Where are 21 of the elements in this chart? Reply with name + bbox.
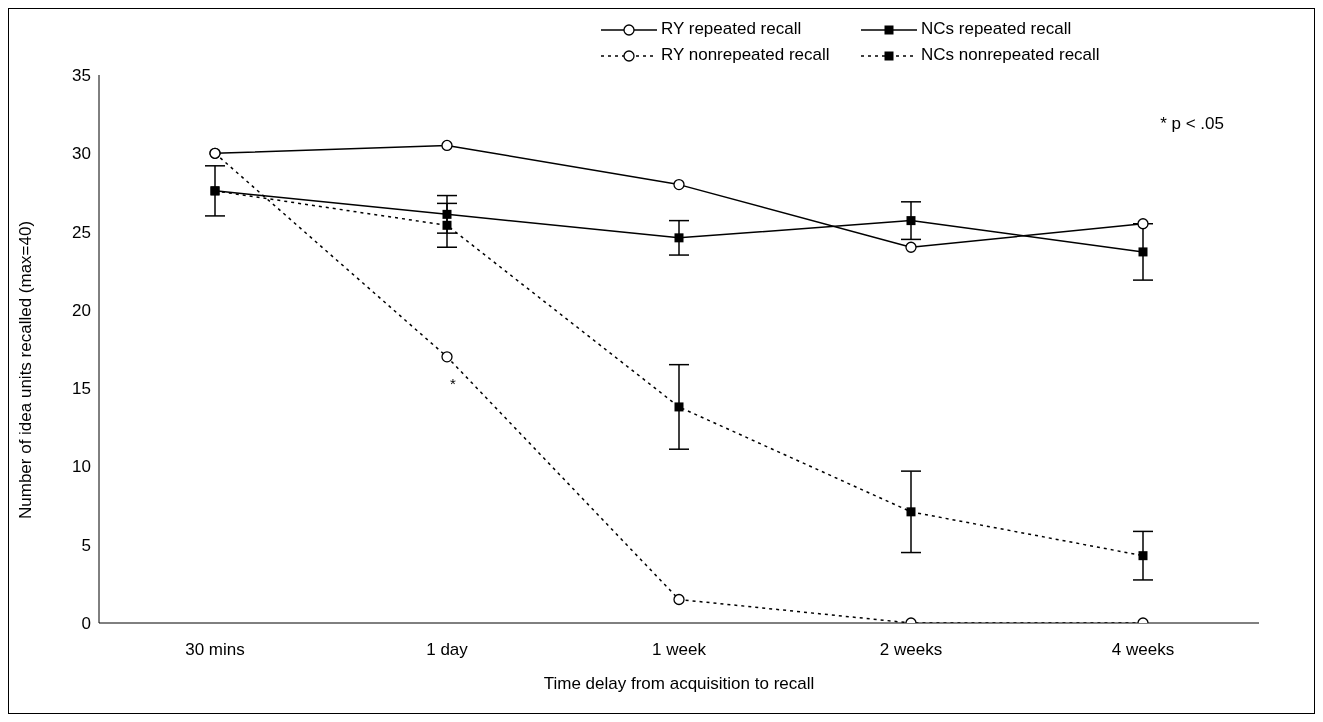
x-tick-label: 4 weeks xyxy=(1111,640,1175,660)
legend-label: NCs repeated recall xyxy=(921,19,1072,38)
legend-label: NCs nonrepeated recall xyxy=(921,45,1100,64)
y-axis-title: Number of idea units recalled (max=40) xyxy=(16,220,36,519)
y-tick-label: 25 xyxy=(72,222,91,242)
y-tick-label: 5 xyxy=(81,535,91,555)
annotation: * xyxy=(450,375,456,392)
x-tick-label: 1 week xyxy=(652,640,707,660)
legend-label: RY repeated recall xyxy=(661,19,802,38)
y-tick-label: 20 xyxy=(72,300,91,320)
legend-label: RY nonrepeated recall xyxy=(661,45,830,64)
y-tick-label: 15 xyxy=(72,379,91,399)
y-tick-label: 0 xyxy=(81,614,91,634)
y-tick-label: 35 xyxy=(72,66,91,86)
x-tick-label: 30 mins xyxy=(185,640,245,660)
annotation: * p < .05 xyxy=(1160,114,1224,134)
x-tick-label: 1 day xyxy=(426,640,469,660)
x-axis-title: Time delay from acquisition to recall xyxy=(543,674,815,693)
y-tick-label: 10 xyxy=(72,457,91,477)
x-tick-label: 2 weeks xyxy=(879,640,943,660)
y-tick-label: 30 xyxy=(72,144,91,164)
